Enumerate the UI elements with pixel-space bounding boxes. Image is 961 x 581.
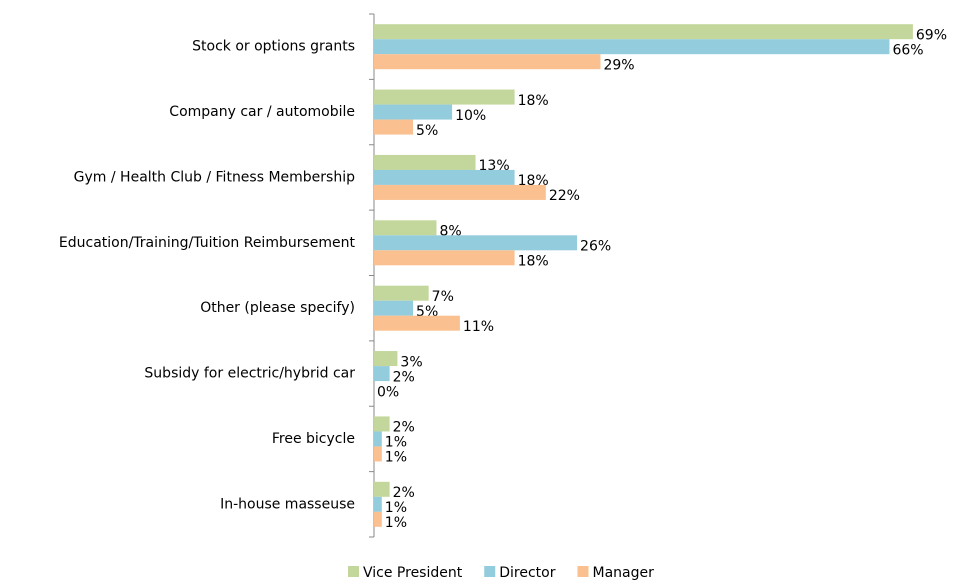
- bar: [374, 300, 414, 316]
- legend-swatch: [348, 566, 359, 577]
- data-label: 2%: [393, 369, 415, 385]
- legend-label: Manager: [592, 565, 654, 581]
- bar: [374, 481, 390, 497]
- bar: [374, 39, 890, 55]
- data-label: 18%: [518, 254, 549, 270]
- category-label: Free bicycle: [272, 431, 355, 447]
- bar: [374, 511, 382, 527]
- data-label: 18%: [518, 93, 549, 109]
- bar: [374, 496, 382, 512]
- category-label: Subsidy for electric/hybrid car: [144, 366, 355, 382]
- legend-label: Director: [499, 565, 555, 581]
- category-label: Other (please specify): [200, 300, 355, 316]
- bar: [374, 366, 390, 382]
- data-label: 10%: [455, 108, 486, 124]
- bar: [374, 154, 476, 170]
- category-label: Gym / Health Club / Fitness Membership: [74, 169, 355, 185]
- bar: [374, 250, 515, 266]
- bar: [374, 119, 414, 135]
- data-label: 69%: [916, 27, 947, 43]
- data-label: 0%: [377, 384, 399, 400]
- category-label: Stock or options grants: [192, 39, 355, 55]
- legend-swatch: [484, 566, 496, 577]
- bar: [374, 220, 437, 236]
- bar: [374, 235, 578, 251]
- legend-swatch: [577, 566, 589, 577]
- legend-label: Vice President: [363, 565, 463, 581]
- bar: [374, 315, 460, 331]
- category-label: Company car / automobile: [169, 104, 355, 120]
- bar: [374, 184, 546, 200]
- bar: [374, 89, 515, 105]
- data-label: 26%: [580, 239, 611, 255]
- bar: [374, 351, 398, 367]
- data-label: 7%: [432, 289, 454, 305]
- data-label: 22%: [549, 188, 580, 204]
- bar: [374, 169, 515, 185]
- data-label: 66%: [892, 42, 923, 58]
- category-label: Education/Training/Tuition Reimbursement: [59, 235, 356, 251]
- data-label: 2%: [393, 420, 415, 436]
- bar: [374, 416, 390, 432]
- category-label: In-house masseuse: [220, 496, 355, 512]
- data-label: 1%: [385, 450, 407, 466]
- data-label: 3%: [400, 354, 422, 370]
- data-label: 29%: [603, 57, 634, 73]
- data-label: 1%: [385, 515, 407, 531]
- data-label: 1%: [385, 435, 407, 451]
- bar: [374, 104, 453, 120]
- data-label: 2%: [393, 485, 415, 501]
- bar: [374, 431, 382, 447]
- bar: [374, 446, 382, 462]
- bar: [374, 54, 601, 70]
- data-label: 1%: [385, 500, 407, 516]
- data-label: 5%: [416, 123, 438, 139]
- data-label: 11%: [463, 319, 494, 335]
- bar: [374, 285, 429, 301]
- bar: [374, 24, 913, 40]
